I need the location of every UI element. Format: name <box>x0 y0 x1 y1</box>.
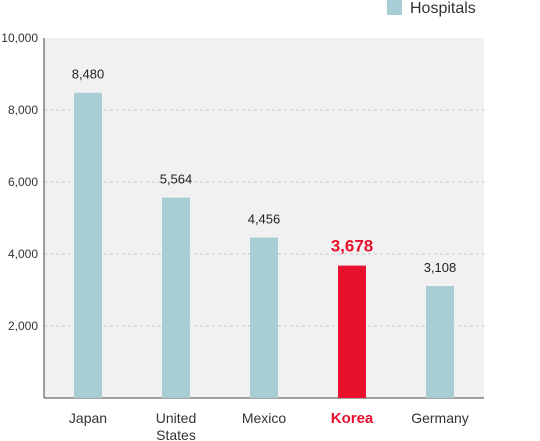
bar-united-states <box>162 197 190 398</box>
y-tick-label: 10,000 <box>1 31 38 45</box>
x-tick-label: Germany <box>411 410 469 426</box>
y-tick-label: 6,000 <box>8 175 38 189</box>
y-tick-label: 2,000 <box>8 319 38 333</box>
data-label: 3,108 <box>424 260 457 275</box>
bars <box>74 92 454 398</box>
bar-japan <box>74 92 102 398</box>
data-label: 3,678 <box>331 237 374 256</box>
data-label: 4,456 <box>248 212 281 227</box>
data-label: 8,480 <box>72 67 105 82</box>
y-tick-label: 8,000 <box>8 103 38 117</box>
data-label: 5,564 <box>160 172 193 187</box>
legend-swatch-hospitals <box>387 0 402 15</box>
legend-label-hospitals: Hospitals <box>410 0 476 17</box>
x-tick-label: Mexico <box>242 410 287 426</box>
bar-korea <box>338 265 366 398</box>
x-tick-label: Japan <box>69 410 107 426</box>
labels: 2,000 4,000 6,000 8,000 10,000 8,480 Japan 5,56… <box>1 31 468 441</box>
bar-mexico <box>250 237 278 398</box>
y-tick-label: 4,000 <box>8 247 38 261</box>
bar-germany <box>426 286 454 398</box>
grid-lines <box>44 109 484 327</box>
legend: Hospitals <box>387 0 476 17</box>
x-tick-label: United States <box>156 410 196 441</box>
x-tick-label: Korea <box>331 410 374 427</box>
